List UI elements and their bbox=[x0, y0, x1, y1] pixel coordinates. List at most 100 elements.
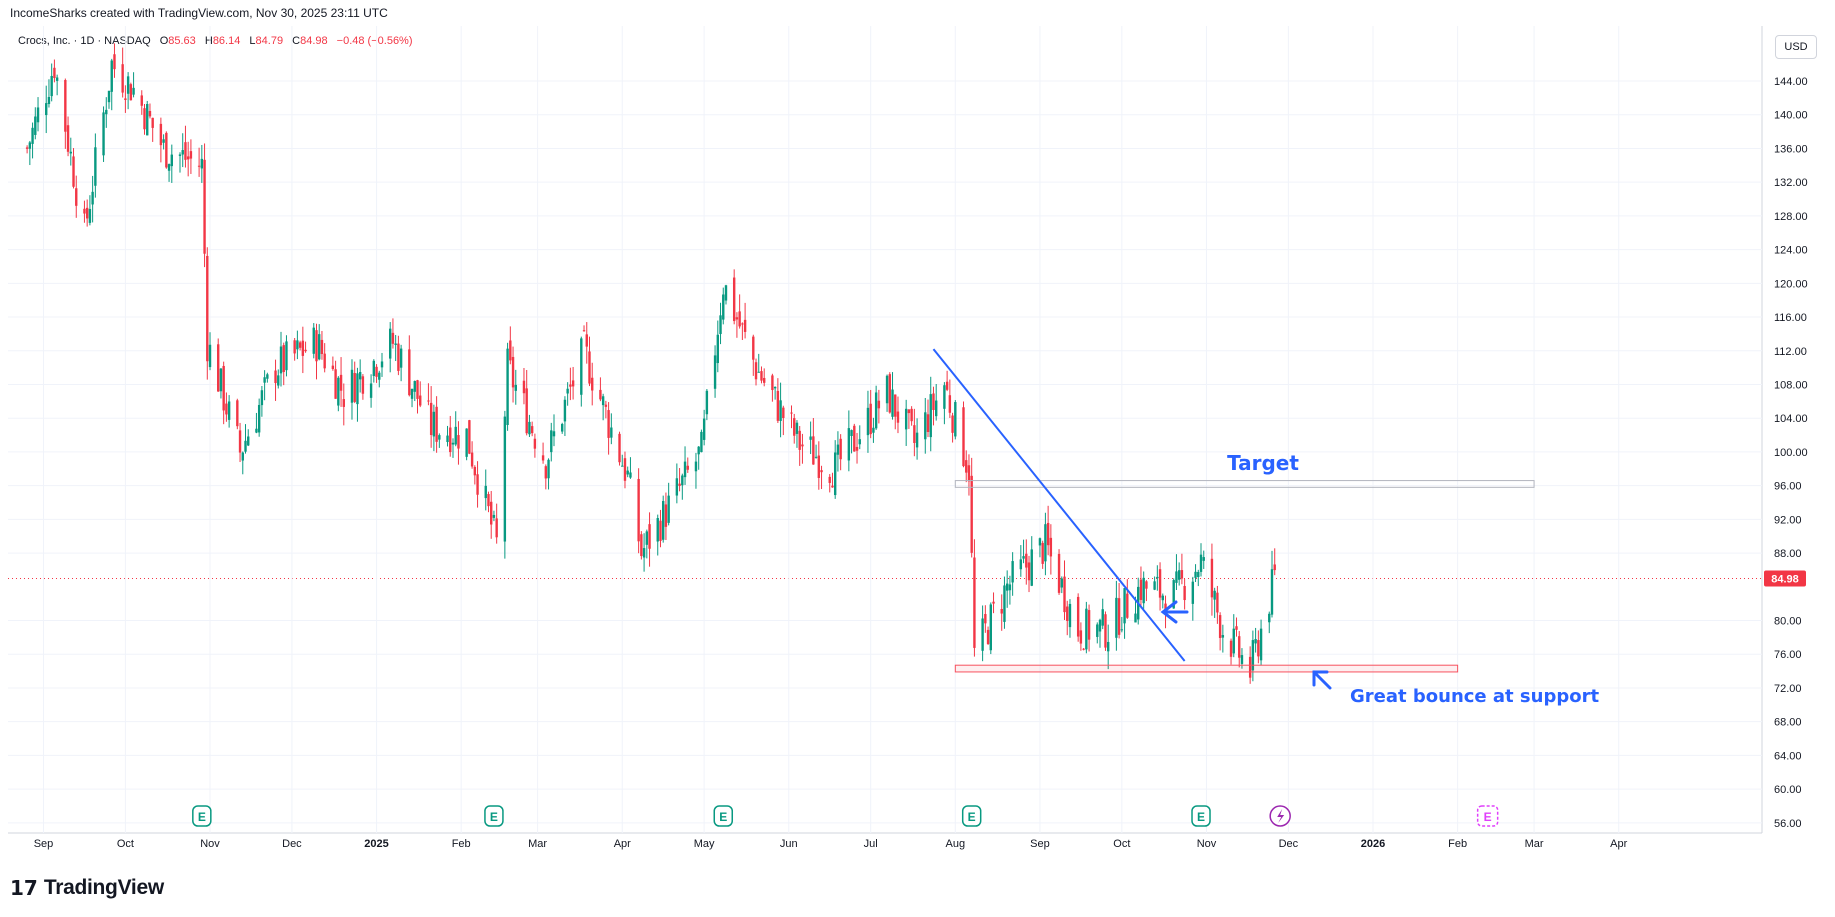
candle-body bbox=[197, 165, 201, 167]
candle-body bbox=[776, 390, 780, 421]
open-value: 85.63 bbox=[168, 35, 196, 47]
candle-body bbox=[544, 466, 548, 479]
candle-body bbox=[1046, 522, 1050, 546]
candle-body bbox=[318, 334, 321, 360]
last-price-badge bbox=[1764, 570, 1806, 587]
y-tick-label: 56.00 bbox=[1774, 818, 1802, 830]
candle-body bbox=[1003, 585, 1006, 622]
tradingview-logo[interactable]: 17 TradingView bbox=[10, 876, 164, 900]
candle-body bbox=[285, 341, 288, 371]
candle-body bbox=[1153, 581, 1156, 590]
candle-body bbox=[83, 208, 86, 214]
candle-body bbox=[1254, 639, 1257, 644]
x-tick-label: Oct bbox=[1113, 838, 1130, 850]
candle-body bbox=[45, 103, 48, 116]
candle-body bbox=[219, 368, 223, 392]
y-tick-label: 120.00 bbox=[1774, 278, 1808, 290]
candle-body bbox=[984, 614, 987, 624]
candle-body bbox=[143, 108, 146, 130]
candle-body bbox=[954, 402, 957, 437]
y-tick-label: 88.00 bbox=[1774, 548, 1802, 560]
candle-body bbox=[274, 370, 277, 384]
candle-body bbox=[446, 435, 449, 443]
candle-body bbox=[965, 460, 968, 473]
candle-body bbox=[528, 421, 531, 435]
earnings-icon bbox=[713, 805, 734, 827]
y-tick-label: 128.00 bbox=[1774, 211, 1808, 223]
candle-body bbox=[904, 408, 908, 430]
candle-body bbox=[1235, 626, 1238, 630]
candle-body bbox=[159, 123, 163, 146]
candle-body bbox=[427, 400, 430, 402]
candle-body bbox=[31, 127, 34, 144]
candle-body bbox=[416, 380, 419, 399]
candle-body bbox=[697, 446, 700, 455]
candle-body bbox=[1019, 559, 1023, 570]
candle-body bbox=[124, 98, 127, 100]
candle-body bbox=[924, 412, 927, 440]
candle-body bbox=[1251, 640, 1255, 671]
candle-body bbox=[350, 369, 354, 403]
candle-body bbox=[678, 483, 681, 486]
candle-body bbox=[282, 345, 285, 372]
currency-selector[interactable]: USD bbox=[1775, 35, 1817, 59]
candle-body bbox=[664, 504, 668, 527]
candle-body bbox=[907, 409, 911, 414]
candle-body bbox=[468, 420, 471, 454]
candle-body bbox=[935, 400, 938, 417]
candle-body bbox=[331, 365, 335, 370]
chart-grid bbox=[8, 26, 1763, 834]
y-tick-label: 112.00 bbox=[1774, 346, 1807, 358]
candle-body bbox=[107, 90, 111, 103]
x-tick-label: Sep bbox=[34, 838, 54, 850]
y-tick-label: 124.00 bbox=[1774, 245, 1808, 257]
x-tick-label: Aug bbox=[946, 838, 966, 850]
candle-body bbox=[563, 399, 567, 422]
candle-body bbox=[1085, 608, 1088, 650]
candle-body bbox=[186, 156, 190, 160]
candle-body bbox=[782, 407, 785, 418]
candle-body bbox=[1145, 581, 1148, 589]
candle-body bbox=[683, 461, 687, 478]
x-tick-label: Jun bbox=[780, 838, 798, 850]
candle-body bbox=[454, 426, 457, 445]
candle-body bbox=[970, 475, 973, 553]
candle-body bbox=[771, 375, 774, 391]
chart-credit: IncomeSharks created with TradingView.co… bbox=[10, 6, 388, 20]
candle-body bbox=[896, 411, 900, 423]
candle-body bbox=[375, 366, 378, 377]
candle-body bbox=[53, 67, 56, 79]
candle-body bbox=[241, 452, 244, 461]
candle-body bbox=[222, 365, 225, 411]
y-tick-label: 144.00 bbox=[1774, 76, 1808, 88]
candle-body bbox=[962, 407, 965, 467]
candle-body bbox=[569, 384, 572, 387]
candle-body bbox=[541, 455, 545, 461]
x-tick-label: Dec bbox=[1279, 838, 1299, 850]
candle-body bbox=[798, 430, 801, 450]
candle-body bbox=[244, 440, 247, 452]
candle-body bbox=[476, 474, 479, 495]
earnings-icon-glyph: E bbox=[490, 810, 498, 824]
candle-body bbox=[820, 470, 823, 473]
y-tick-label: 64.00 bbox=[1774, 750, 1802, 762]
candle-body bbox=[1216, 592, 1219, 613]
candle-body bbox=[490, 501, 493, 525]
candle-body bbox=[618, 433, 621, 463]
candle-body bbox=[25, 147, 29, 149]
candle-body bbox=[279, 346, 283, 374]
candle-body bbox=[320, 339, 324, 355]
candle-body bbox=[342, 399, 345, 407]
candle-body bbox=[389, 328, 392, 359]
candle-body bbox=[992, 601, 995, 604]
candle-body bbox=[88, 208, 92, 223]
symbol-name[interactable]: Crocs, Inc. · 1D · NASDAQ bbox=[18, 35, 151, 47]
candle-body bbox=[1096, 624, 1099, 637]
x-tick-label: Nov bbox=[1197, 838, 1217, 850]
candle-body bbox=[760, 371, 763, 381]
candle-body bbox=[1199, 554, 1203, 572]
candle-body bbox=[162, 139, 165, 143]
candle-body bbox=[298, 342, 302, 348]
candle-body bbox=[735, 317, 739, 320]
